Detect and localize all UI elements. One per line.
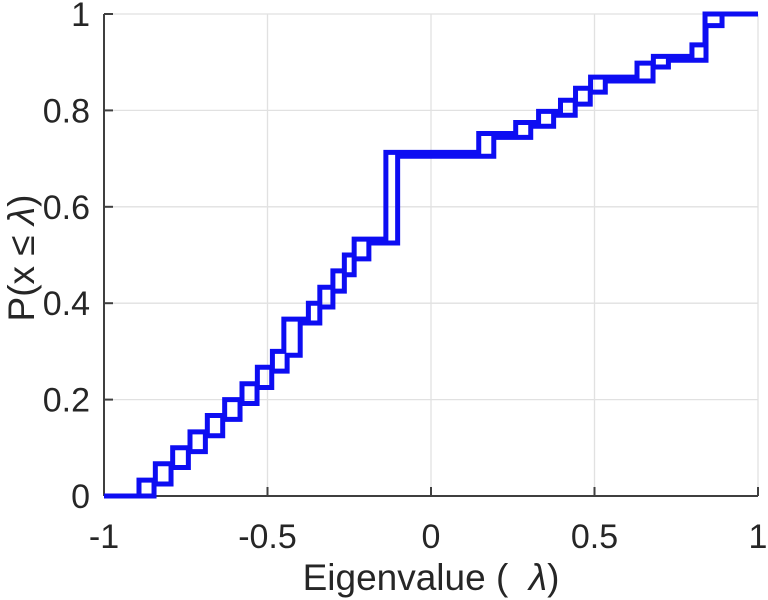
x-tick-label: -0.5 [238,518,297,556]
x-axis-label: Eigenvalue ( λ) [303,557,560,598]
ecdf-series-2 [104,11,758,499]
axis-ticks: -1 -0.5 0 0.5 1 0 0.2 0.4 0.6 0.8 1 [43,0,768,556]
x-tick-label: -1 [89,518,119,556]
x-tick-label: 0 [422,518,441,556]
y-tick-label: 0.6 [43,189,90,227]
y-tick-label: 1 [71,0,90,34]
y-tick-label: 0.8 [43,92,90,130]
ecdf-curves [104,11,758,499]
ecdf-series-1 [104,11,758,499]
y-tick-label: 0.4 [43,285,90,323]
x-tick-label: 0.5 [571,518,618,556]
x-tick-label: 1 [749,518,768,556]
grid-lines [104,13,759,496]
y-tick-label: 0.2 [43,382,90,420]
y-tick-label: 0 [71,478,90,516]
y-axis-label: P(x ≤ λ) [1,195,42,322]
